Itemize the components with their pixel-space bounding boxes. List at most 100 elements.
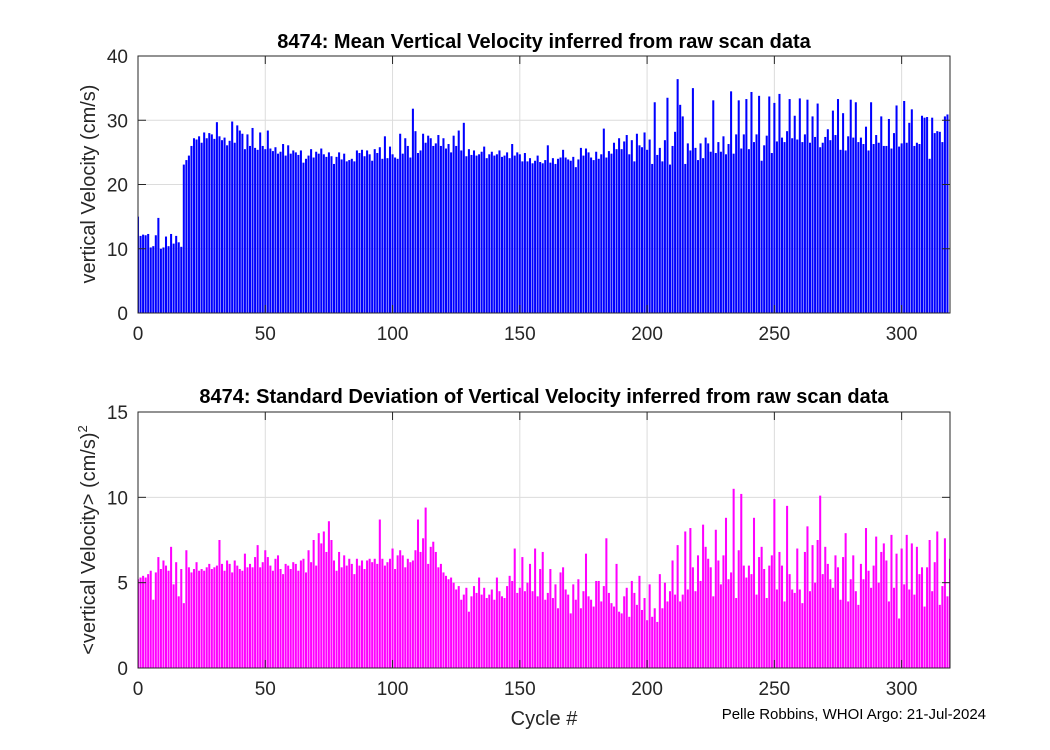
std-velocity-bar: [439, 563, 442, 668]
std-velocity-bar: [915, 546, 918, 668]
std-velocity-bar: [704, 546, 707, 668]
std-velocity-bar: [470, 596, 473, 668]
mean-velocity-bar: [717, 142, 720, 313]
std-velocity-bar: [788, 574, 791, 668]
std-velocity-bar: [353, 574, 356, 668]
std-velocity-bar: [702, 524, 705, 668]
std-velocity-bar: [541, 551, 544, 668]
std-velocity-bar: [536, 596, 539, 668]
std-velocity-y-tick-label: 10: [107, 488, 128, 509]
mean-velocity-bar: [366, 150, 369, 313]
mean-velocity-bar: [859, 137, 862, 313]
std-velocity-bar: [223, 570, 226, 668]
mean-velocity-bar: [465, 156, 468, 313]
mean-velocity-bar: [238, 130, 241, 313]
mean-velocity-bar: [488, 154, 491, 313]
std-velocity-bar: [383, 565, 386, 668]
mean-velocity-bar: [648, 139, 651, 313]
mean-velocity-bar: [220, 140, 224, 313]
std-velocity-bar: [554, 584, 557, 668]
std-velocity-bar: [373, 558, 376, 668]
std-velocity-bar: [808, 591, 812, 668]
mean-velocity-bar: [582, 155, 585, 313]
mean-velocity-bar: [938, 131, 941, 313]
mean-velocity-bar: [218, 136, 221, 313]
std-velocity-bar: [304, 572, 308, 668]
std-velocity-bar: [190, 572, 193, 668]
std-velocity-bar: [414, 550, 417, 668]
mean-velocity-bar: [709, 151, 712, 313]
std-velocity-y-tick-label: 15: [107, 403, 128, 424]
mean-velocity-bar: [819, 147, 822, 313]
mean-velocity-bar: [432, 145, 435, 313]
std-velocity-bar: [289, 569, 292, 668]
std-velocity-bar: [154, 572, 157, 668]
mean-velocity-bar: [783, 142, 786, 313]
mean-velocity-bar: [610, 153, 613, 313]
std-velocity-bar: [786, 505, 789, 668]
mean-velocity-bar: [388, 146, 392, 313]
std-velocity-bar: [144, 577, 147, 668]
std-velocity-bar: [834, 555, 837, 668]
std-velocity-bar: [681, 594, 684, 668]
std-velocity-bar: [819, 495, 822, 668]
mean-velocity-bar: [587, 152, 590, 314]
mean-velocity-bar: [638, 145, 641, 313]
mean-velocity-bar: [335, 156, 338, 313]
mean-velocity-bar: [467, 149, 470, 313]
mean-velocity-bar: [177, 242, 180, 313]
std-velocity-bar: [292, 562, 295, 668]
std-velocity-bar: [579, 608, 582, 668]
std-velocity-chart: 0 50 100 150 200 250 300 0 5 10 15 8474: Standard …: [75, 386, 951, 730]
mean-velocity-bar: [831, 110, 834, 313]
std-velocity-bar: [926, 567, 929, 668]
mean-velocity-bar: [236, 125, 239, 313]
mean-velocity-x-tick-label: 100: [377, 324, 409, 345]
mean-velocity-bar: [597, 158, 600, 313]
mean-velocity-bar: [429, 138, 432, 313]
mean-velocity-bar: [732, 153, 735, 313]
std-velocity-bar: [668, 591, 672, 668]
std-velocity-bar: [233, 560, 236, 668]
std-velocity-bar: [264, 550, 267, 668]
std-velocity-x-tick-label: 150: [504, 679, 536, 700]
std-velocity-bar: [422, 538, 425, 668]
std-velocity-bar: [460, 599, 463, 668]
std-velocity-bar: [597, 580, 600, 668]
std-velocity-bar: [895, 553, 898, 668]
mean-velocity-bar: [287, 145, 290, 313]
mean-velocity-bar: [915, 142, 918, 313]
mean-velocity-bar: [444, 148, 448, 313]
std-velocity-bar: [444, 575, 448, 668]
std-velocity-y-tick-label: 0: [117, 659, 128, 680]
std-velocity-bar: [933, 562, 936, 668]
mean-velocity-bar: [778, 93, 781, 313]
mean-velocity-bar: [187, 155, 190, 313]
mean-velocity-bar: [345, 161, 348, 313]
mean-velocity-y-tick-label: 40: [107, 47, 128, 68]
std-velocity-bar: [521, 557, 524, 668]
std-velocity-bar: [903, 584, 906, 668]
mean-velocity-bar: [562, 149, 565, 313]
mean-velocity-bar: [376, 153, 379, 313]
mean-velocity-y-tick-label: 10: [107, 240, 128, 261]
mean-velocity-bar: [755, 134, 758, 313]
std-velocity-bar: [248, 563, 252, 668]
mean-velocity-bar: [686, 143, 689, 313]
x-axis-label: Cycle #: [511, 708, 579, 730]
mean-velocity-bar: [808, 142, 812, 313]
mean-velocity-bar: [483, 146, 486, 313]
mean-velocity-bar: [315, 151, 318, 313]
mean-velocity-bar: [195, 139, 198, 313]
std-velocity-bar: [493, 599, 496, 668]
std-velocity-bar: [747, 565, 750, 668]
std-velocity-bar: [763, 569, 766, 668]
mean-velocity-bar: [159, 248, 162, 313]
std-velocity-bar: [228, 563, 231, 668]
std-velocity-bar: [722, 555, 725, 668]
mean-velocity-bar: [248, 145, 252, 313]
std-velocity-bar: [310, 562, 313, 668]
mean-velocity-bar: [898, 146, 901, 313]
std-velocity-bar: [661, 608, 664, 668]
mean-velocity-bar: [943, 116, 946, 314]
